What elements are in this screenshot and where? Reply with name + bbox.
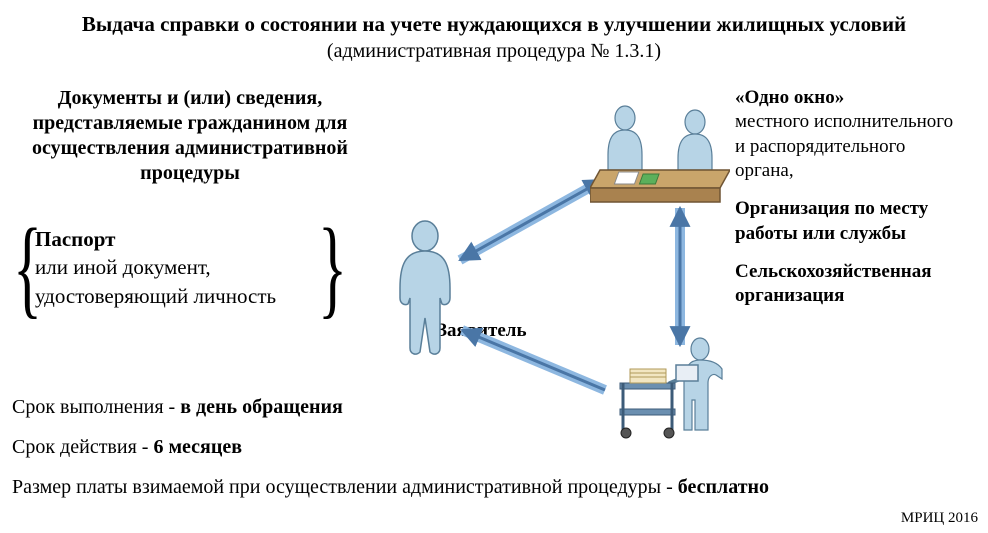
flow-arrows — [0, 0, 988, 533]
person-applicant-icon — [390, 218, 460, 358]
desk-scene-icon — [590, 100, 730, 210]
cart-scene-icon — [600, 335, 740, 445]
